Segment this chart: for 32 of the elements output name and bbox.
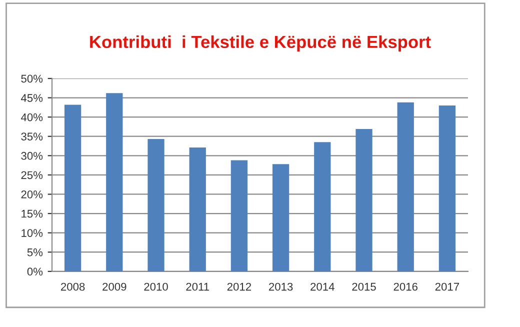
bar (230, 160, 248, 272)
x-tick-label: 2014 (310, 282, 334, 291)
y-tick-label: 20% (21, 190, 43, 198)
x-tick-label: 2016 (394, 282, 418, 291)
y-tick-label: 0% (27, 268, 43, 276)
bar (397, 102, 414, 272)
bar (356, 129, 372, 272)
y-tick-label: 25% (21, 171, 43, 180)
x-tick-label: 2017 (435, 282, 459, 291)
x-tick-label: 2009 (102, 282, 126, 291)
x-tick-label: 2015 (352, 282, 376, 291)
y-tick-label: 10% (22, 229, 43, 237)
bar (272, 164, 290, 272)
y-tick-label: 35% (21, 132, 43, 140)
x-tick-label: 2013 (269, 282, 293, 291)
y-tick-label: 30% (21, 152, 43, 160)
x-tick-label: 2012 (227, 282, 251, 291)
bar (314, 142, 331, 272)
y-tick-label: 15% (22, 210, 43, 218)
x-tick-label: 2008 (61, 282, 85, 291)
y-tick-label: 5% (27, 248, 43, 256)
bar (148, 139, 164, 272)
bar (106, 93, 123, 272)
bar (438, 105, 456, 272)
x-tick-label: 2010 (144, 282, 168, 291)
y-tick-label: 40% (20, 113, 43, 122)
bar (189, 148, 206, 272)
y-tick-label: 45% (20, 94, 43, 102)
bar (64, 104, 82, 272)
chart-title: Kontributi i Tekstile e Këpucë në Eksport (90, 35, 431, 52)
x-tick-label: 2011 (186, 282, 210, 291)
y-tick-label: 50% (21, 74, 43, 83)
